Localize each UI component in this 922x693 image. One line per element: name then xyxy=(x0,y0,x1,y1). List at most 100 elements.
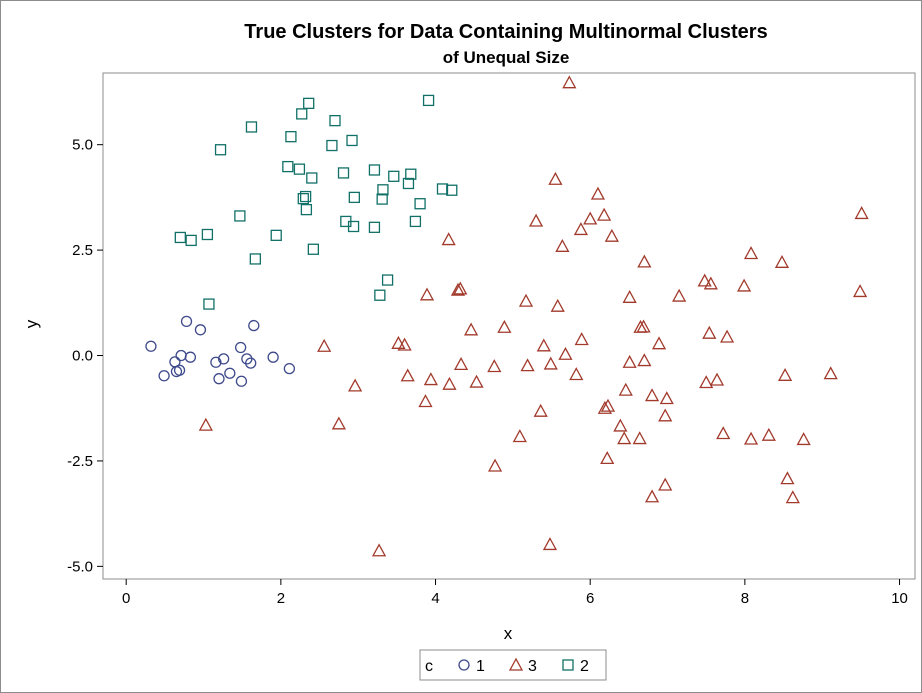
point-square xyxy=(436,183,449,195)
point-circle xyxy=(248,319,260,332)
point-square xyxy=(297,193,309,205)
point-triangle xyxy=(423,372,438,386)
point-triangle xyxy=(736,278,752,292)
point-square xyxy=(377,184,389,196)
point-triangle xyxy=(636,319,651,333)
point-triangle xyxy=(558,346,573,360)
point-circle xyxy=(245,357,257,369)
point-square xyxy=(374,289,386,301)
point-triangle xyxy=(348,378,363,392)
point-triangle xyxy=(637,254,652,268)
point-triangle xyxy=(583,211,598,225)
y-axis: -5.0 -2.5 0.0 2.5 5.0 xyxy=(67,137,103,575)
point-triangle xyxy=(497,319,512,333)
point-triangle xyxy=(453,357,469,371)
legend-marker-3 xyxy=(508,657,524,671)
point-circle xyxy=(241,353,253,365)
point-triangle xyxy=(651,336,667,350)
point-square xyxy=(381,274,394,286)
point-triangle xyxy=(331,416,346,430)
point-circle xyxy=(145,340,157,352)
point-circle xyxy=(158,370,170,382)
point-square xyxy=(388,170,400,182)
y-tick-label: -5.0 xyxy=(67,558,93,575)
point-triangle xyxy=(600,398,616,412)
point-triangle xyxy=(574,332,589,346)
point-triangle xyxy=(658,477,673,491)
legend-marker-1 xyxy=(458,659,470,671)
point-triangle xyxy=(644,489,660,503)
point-triangle xyxy=(697,273,712,287)
point-circle xyxy=(180,315,193,328)
point-triangle xyxy=(644,388,660,402)
point-triangle xyxy=(637,353,652,367)
point-triangle xyxy=(562,75,577,89)
point-triangle xyxy=(709,372,725,386)
x-tick-label: 10 xyxy=(891,590,908,607)
point-circle xyxy=(210,356,222,368)
point-square xyxy=(446,184,458,196)
point-triangle xyxy=(487,359,502,373)
point-triangle xyxy=(743,246,759,260)
legend-title: c xyxy=(425,658,433,675)
point-triangle xyxy=(573,222,589,236)
point-triangle xyxy=(774,254,790,268)
point-triangle xyxy=(453,281,468,295)
point-triangle xyxy=(600,451,615,465)
point-triangle xyxy=(400,368,415,382)
point-square xyxy=(368,164,381,176)
point-square xyxy=(282,160,294,173)
point-triangle xyxy=(469,374,484,388)
point-square xyxy=(245,121,258,133)
legend: c 1 3 2 xyxy=(419,649,607,681)
point-triangle xyxy=(550,298,565,312)
series-2 xyxy=(174,94,458,310)
point-square xyxy=(422,94,435,107)
point-square xyxy=(293,163,306,175)
point-triangle xyxy=(617,431,632,445)
point-circle xyxy=(224,367,236,379)
point-triangle xyxy=(543,356,558,370)
point-triangle xyxy=(548,171,563,185)
chart-title: True Clusters for Data Containing Multin… xyxy=(244,21,767,43)
point-triangle xyxy=(419,287,435,301)
point-triangle xyxy=(518,293,534,307)
point-square xyxy=(329,114,341,127)
point-triangle xyxy=(852,284,868,298)
point-triangle xyxy=(780,471,795,485)
point-circle xyxy=(175,349,187,362)
x-tick-label: 0 xyxy=(122,590,130,607)
point-triangle xyxy=(555,238,570,252)
point-circle xyxy=(217,353,230,365)
point-circle xyxy=(173,364,186,376)
point-triangle xyxy=(785,490,800,504)
point-triangle xyxy=(761,427,776,441)
point-triangle xyxy=(658,408,673,422)
point-square xyxy=(303,97,315,110)
point-triangle xyxy=(597,207,612,221)
point-square xyxy=(174,231,186,244)
point-square xyxy=(307,243,319,255)
point-square xyxy=(409,215,422,228)
point-square xyxy=(402,177,415,190)
point-square xyxy=(214,144,227,156)
point-triangle xyxy=(702,325,717,339)
point-triangle xyxy=(512,429,527,443)
point-square xyxy=(368,221,381,233)
point-circle xyxy=(235,341,247,354)
point-circle xyxy=(235,375,248,387)
plot-area xyxy=(102,72,916,580)
point-square xyxy=(337,167,350,179)
point-square xyxy=(285,131,297,143)
legend-marker-2 xyxy=(562,659,574,671)
point-triangle xyxy=(632,431,647,445)
x-tick-label: 2 xyxy=(277,590,285,607)
x-tick-label: 4 xyxy=(431,590,439,607)
point-triangle xyxy=(198,417,213,431)
y-tick-label: -2.5 xyxy=(67,453,93,470)
point-triangle xyxy=(520,358,535,372)
point-triangle xyxy=(604,228,619,242)
point-square xyxy=(249,253,261,265)
